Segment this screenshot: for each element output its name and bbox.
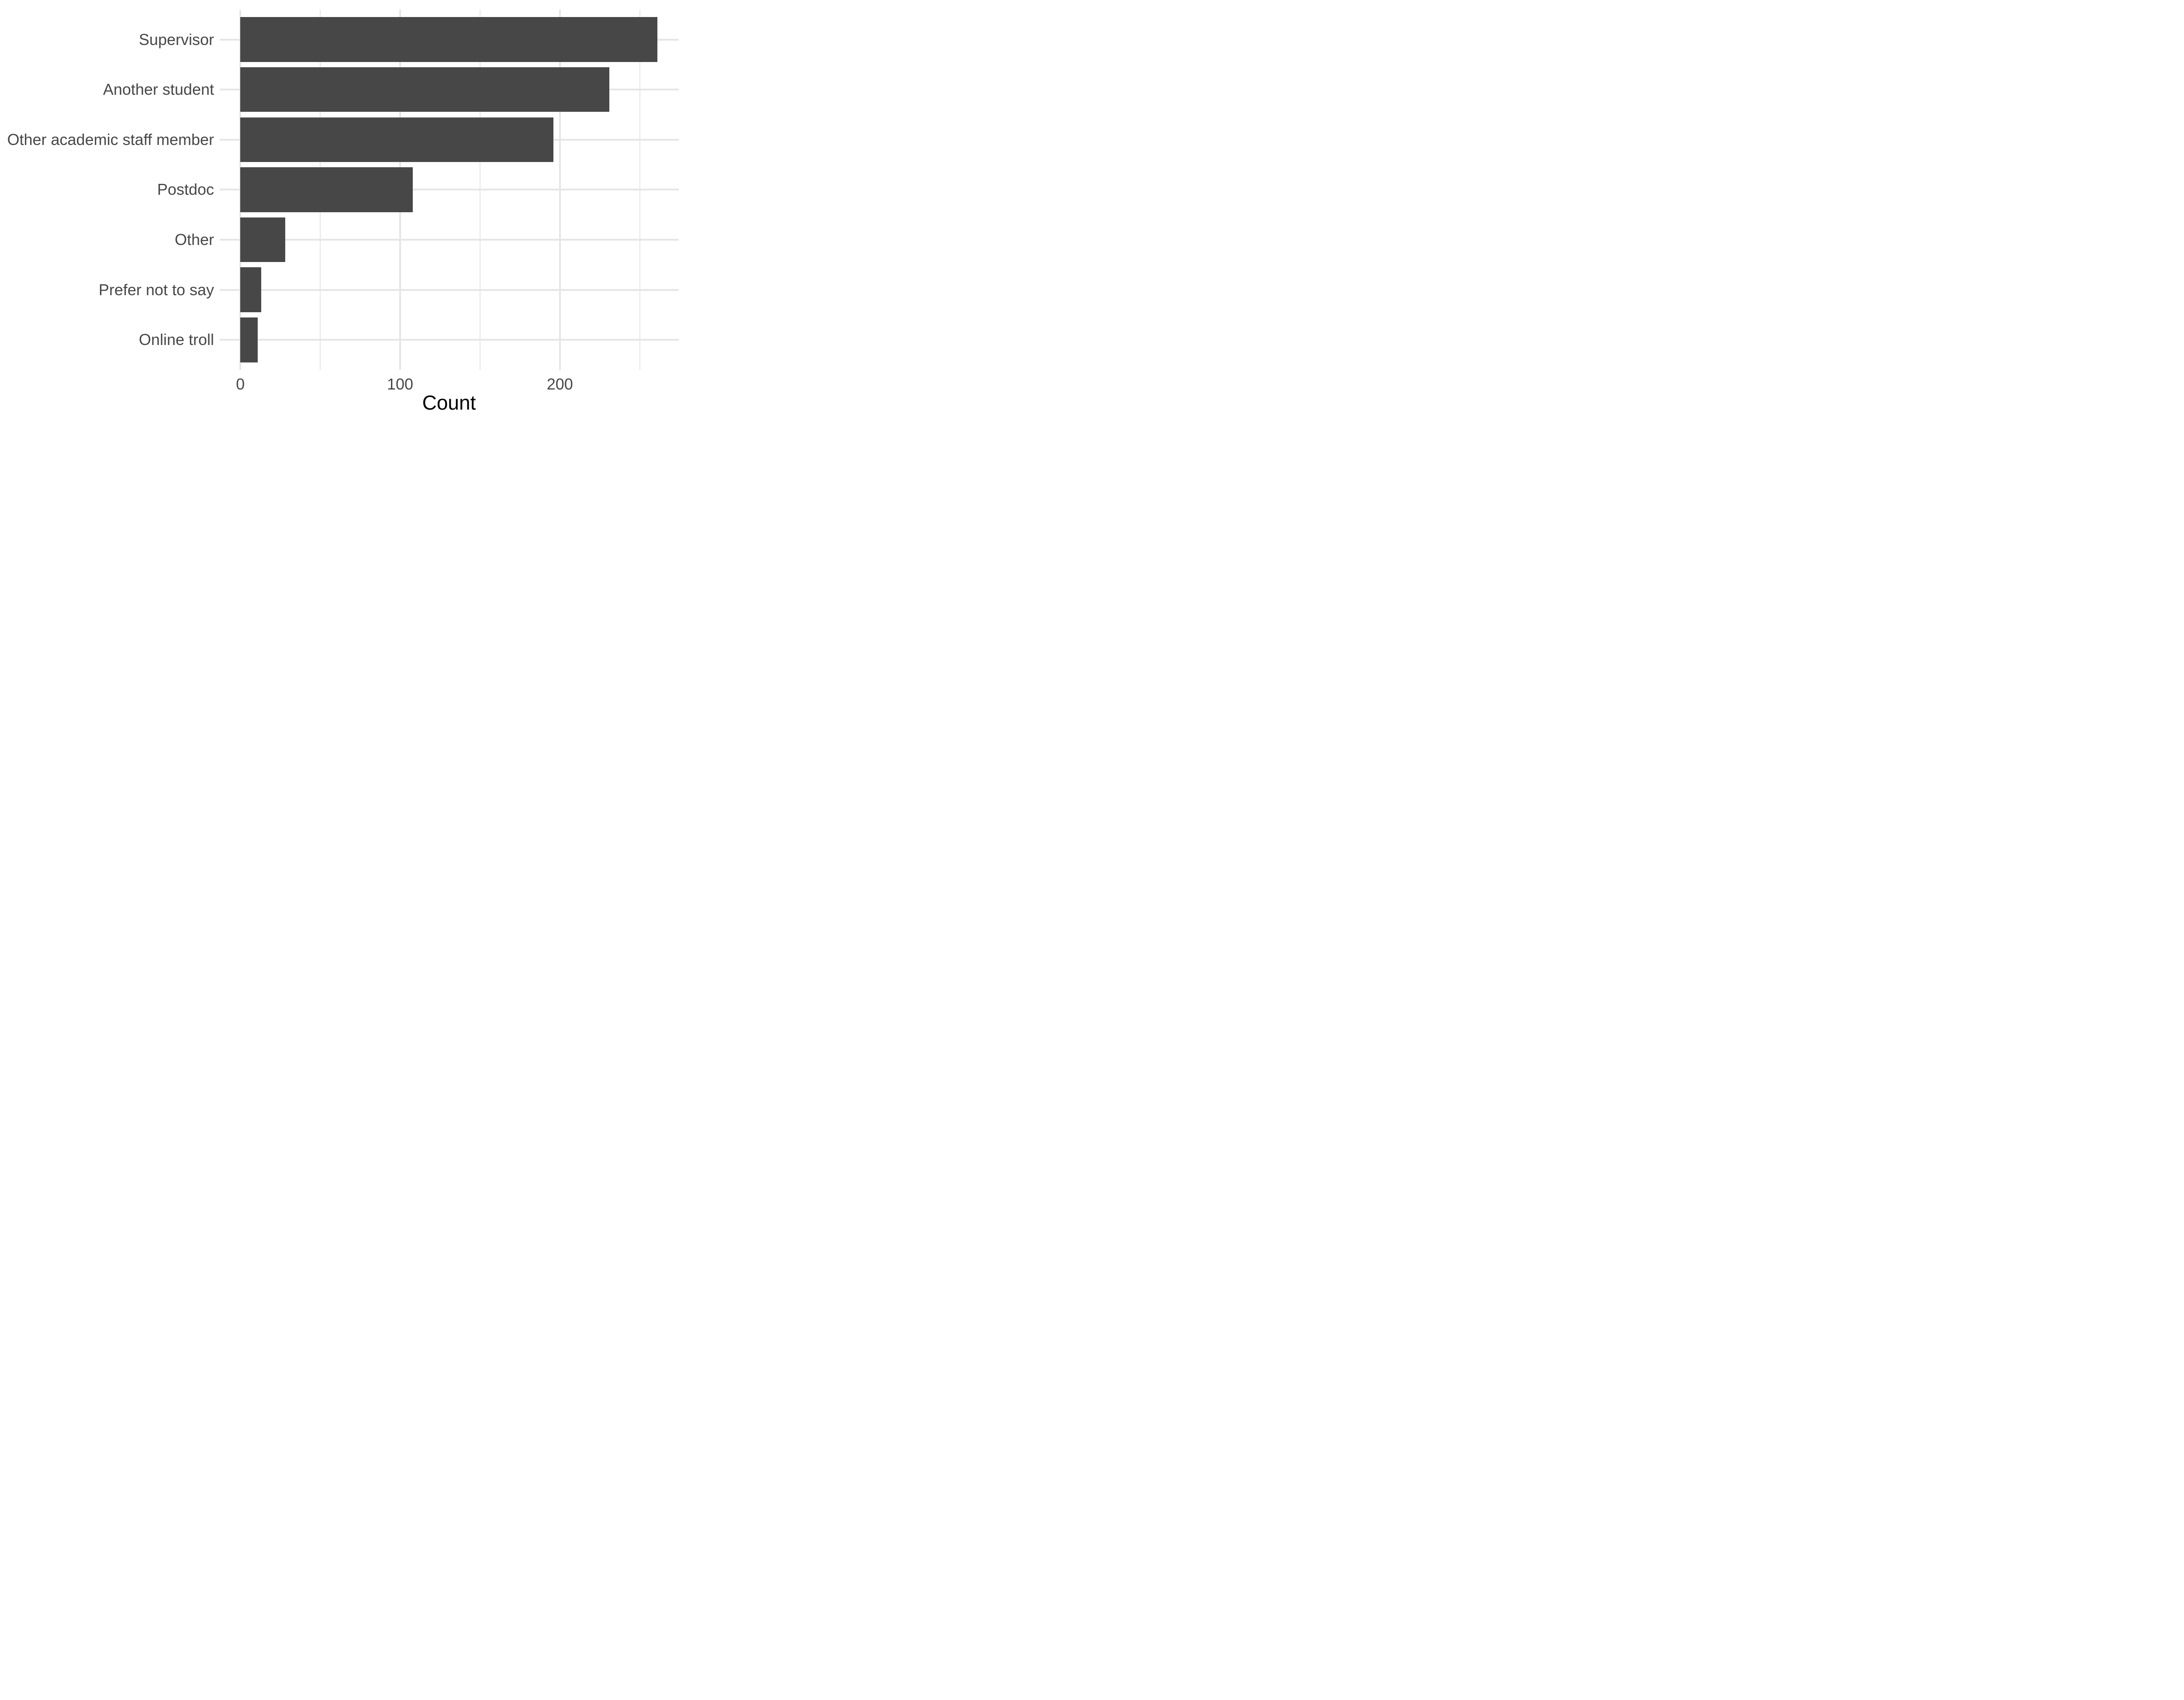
gridline-horizontal-major [219, 289, 679, 291]
y-axis-category-label: Prefer not to say [98, 280, 214, 299]
bar [240, 317, 258, 362]
y-axis-category-label: Other [174, 231, 214, 248]
bar-chart-figure: Supervisor Another student Other academic … [0, 0, 688, 425]
bar [240, 117, 554, 162]
y-axis-category-label: Another student [103, 80, 214, 99]
y-axis-category-label: Postdoc [157, 180, 214, 199]
gridline-horizontal-major [219, 189, 679, 191]
gridline-vertical-major [559, 9, 561, 370]
plot-panel: Supervisor Another student Other academic … [0, 0, 688, 425]
gridline-horizontal-major [219, 339, 679, 341]
gridline-vertical-minor [639, 9, 640, 370]
y-axis-category-label: Supervisor [138, 30, 214, 48]
bar [240, 217, 285, 262]
y-axis-category-label: Other academic staff member [7, 130, 214, 148]
gridline-horizontal-major [219, 239, 679, 241]
bar [240, 67, 610, 112]
x-axis-tick-label: 200 [546, 375, 573, 393]
bar [240, 17, 657, 62]
bar [240, 167, 413, 212]
x-axis-tick-label: 100 [387, 375, 414, 393]
y-axis-category-label: Online troll [138, 331, 214, 349]
bar [240, 267, 261, 312]
x-axis-title: Count [422, 391, 476, 414]
x-axis-tick-label: 0 [236, 375, 245, 393]
